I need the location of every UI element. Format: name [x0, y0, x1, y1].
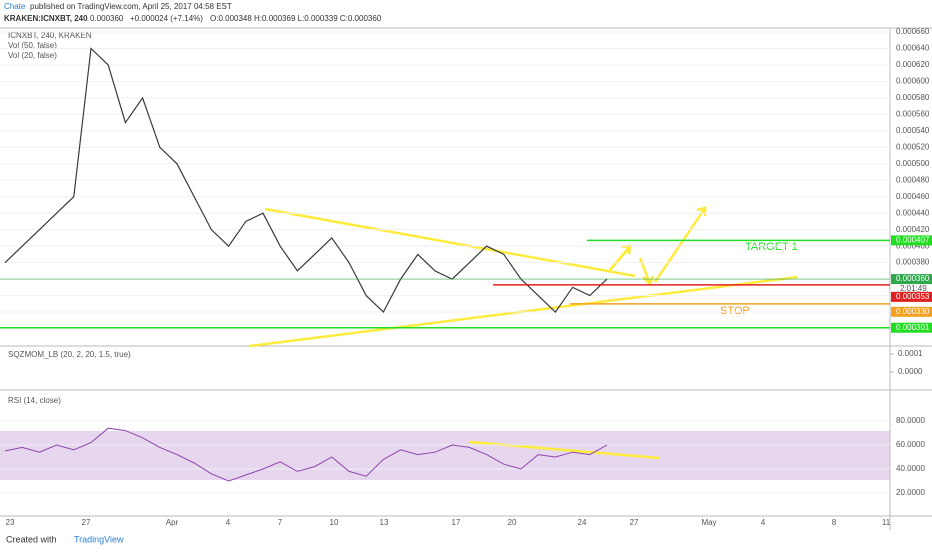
y-tick-label: 0.000460: [896, 192, 930, 201]
y-tick-label: 0.000420: [896, 225, 930, 234]
y-tick-label: 60.0000: [896, 440, 925, 449]
x-tick-label: 23: [6, 518, 15, 527]
footer-brand[interactable]: TradingView: [74, 534, 124, 544]
ohlc: O:0.000348 H:0.000369 L:0.000339 C:0.000…: [210, 14, 382, 23]
price-line: [4, 47, 608, 314]
y-tick-label: 0.000380: [896, 258, 930, 267]
y-tick-label: 0.000580: [896, 93, 930, 102]
y-tick-label: 0.000440: [896, 208, 930, 217]
price-label: 0.000353: [896, 292, 930, 301]
chart-title: ICNXBT, 240, KRAKEN: [8, 31, 92, 40]
y-tick-label: 0.000520: [896, 142, 930, 151]
y-tick-label: 40.0000: [896, 464, 925, 473]
countdown: 2:01:49: [900, 284, 927, 293]
symbol: KRAKEN:ICNXBT, 240: [4, 14, 88, 23]
y-tick-label: 0.000660: [896, 27, 930, 36]
x-tick-label: 4: [226, 518, 231, 527]
y-tick-label: 0.000620: [896, 60, 930, 69]
price-label-bg: [891, 235, 932, 246]
author[interactable]: Chate: [4, 2, 26, 11]
annotation: STOP: [720, 305, 750, 317]
price-label: 0.000301: [896, 323, 930, 332]
y-tick-label: 20.0000: [896, 488, 925, 497]
x-tick-label: 17: [452, 518, 461, 527]
x-tick-label: 7: [278, 518, 283, 527]
y-tick-label: 80.0000: [896, 416, 925, 425]
legend-entry: Vol (20, false): [8, 51, 57, 60]
price-label-bg: [891, 291, 932, 302]
x-tick-label: 27: [630, 518, 639, 527]
rsi-title: RSI (14, close): [8, 396, 61, 405]
footer-created: Created with: [6, 534, 57, 544]
last: 0.000360: [90, 14, 124, 23]
y-tick-label: 0.000640: [896, 44, 930, 53]
y-tick-label: 0.000600: [896, 77, 930, 86]
x-tick-label: 27: [82, 518, 91, 527]
y-tick-label: 0.0000: [898, 367, 923, 376]
y-tick-label: 0.000500: [896, 159, 930, 168]
x-tick-label: May: [701, 518, 716, 527]
x-tick-label: 13: [380, 518, 389, 527]
y-tick-label: 0.000480: [896, 175, 930, 184]
x-tick-label: Apr: [166, 518, 179, 527]
y-tick-label: 0.0001: [898, 349, 923, 358]
sqz-title: SQZMOM_LB (20, 2, 20, 1.5, true): [8, 350, 131, 359]
rsi-line: [4, 427, 608, 482]
x-tick-label: 20: [508, 518, 517, 527]
price-label-bg: [891, 322, 932, 333]
legend-entry: Vol (50, false): [8, 41, 57, 50]
price-label: 0.000330: [896, 307, 930, 316]
change: +0.000024 (+7.14%): [130, 14, 203, 23]
x-tick-label: 24: [578, 518, 587, 527]
x-tick-label: 11: [882, 518, 891, 527]
price-label: 0.000360: [896, 274, 930, 283]
y-tick-label: 0.000400: [896, 241, 930, 250]
annotation: TARGET 1: [745, 241, 798, 253]
x-tick-label: 10: [330, 518, 339, 527]
published: published on TradingView.com, April 25, …: [30, 2, 232, 11]
price-label-bg: [891, 274, 932, 285]
price-label-bg: [891, 306, 932, 317]
y-tick-label: 0.000560: [896, 109, 930, 118]
price-label: 0.000407: [896, 236, 930, 245]
x-tick-label: 8: [832, 518, 837, 527]
x-tick-label: 4: [761, 518, 766, 527]
rsi-band: [0, 431, 890, 480]
y-tick-label: 0.000540: [896, 126, 930, 135]
